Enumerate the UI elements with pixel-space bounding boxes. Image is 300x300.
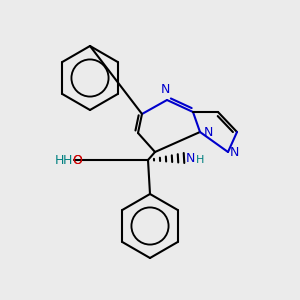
Text: O: O xyxy=(72,154,82,166)
Text: H: H xyxy=(196,155,204,165)
Text: N: N xyxy=(186,152,195,164)
Text: H: H xyxy=(63,154,72,166)
Text: N: N xyxy=(160,83,170,96)
Text: H: H xyxy=(55,154,64,166)
Text: N: N xyxy=(204,125,213,139)
Text: N: N xyxy=(230,146,239,158)
Text: O: O xyxy=(72,154,82,166)
